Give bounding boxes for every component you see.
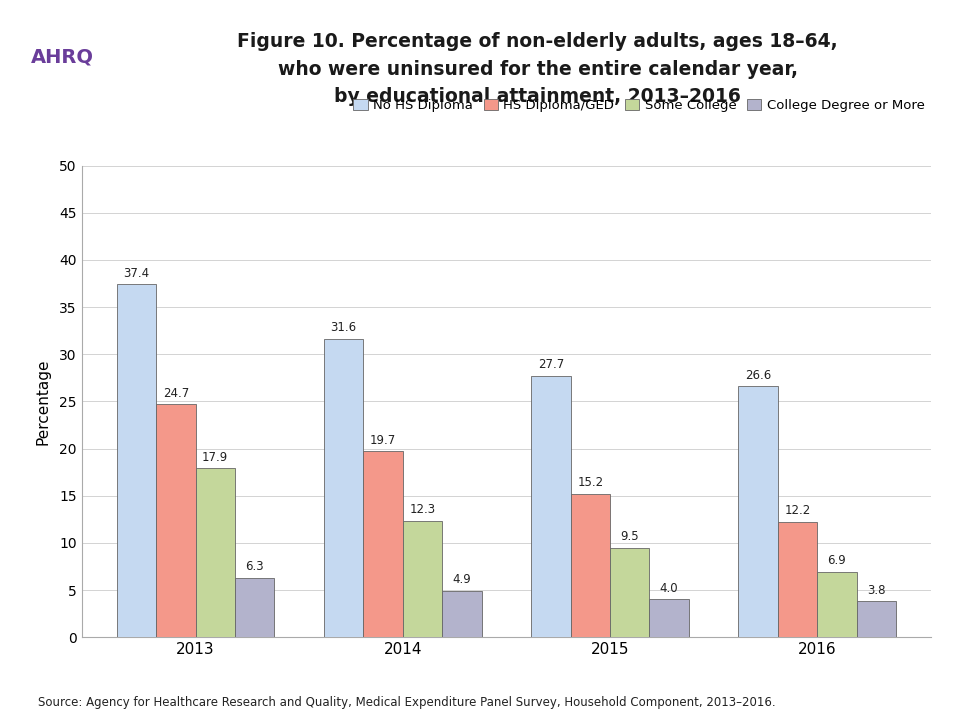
Bar	[324, 339, 364, 637]
Text: 6.9: 6.9	[828, 554, 847, 567]
Bar	[196, 469, 235, 637]
Text: 3.8: 3.8	[867, 584, 885, 597]
Text: Source: Agency for Healthcare Research and Quality, Medical Expenditure Panel Su: Source: Agency for Healthcare Research a…	[38, 696, 776, 709]
Text: 24.7: 24.7	[163, 387, 189, 400]
Bar	[156, 404, 196, 637]
Bar	[235, 577, 275, 637]
Text: 6.3: 6.3	[246, 560, 264, 573]
Text: 12.2: 12.2	[784, 505, 810, 518]
Bar	[117, 284, 156, 637]
Bar	[856, 601, 896, 637]
Text: 26.6: 26.6	[745, 369, 771, 382]
Bar	[817, 572, 856, 637]
Bar	[531, 376, 570, 637]
Bar	[778, 522, 817, 637]
Bar	[403, 521, 443, 637]
Text: 4.0: 4.0	[660, 582, 679, 595]
Y-axis label: Percentage: Percentage	[36, 358, 51, 445]
Bar	[364, 451, 403, 637]
Text: 12.3: 12.3	[409, 503, 436, 516]
Text: 27.7: 27.7	[538, 359, 564, 372]
Text: 15.2: 15.2	[577, 476, 604, 489]
Text: 9.5: 9.5	[620, 530, 639, 543]
Bar	[649, 600, 688, 637]
Legend: No HS Diploma, HS Diploma/GED, Some College, College Degree or More: No HS Diploma, HS Diploma/GED, Some Coll…	[353, 99, 924, 112]
Bar	[610, 548, 649, 637]
Text: AHRQ: AHRQ	[31, 48, 94, 67]
Text: 31.6: 31.6	[330, 321, 357, 334]
Text: 37.4: 37.4	[124, 266, 150, 280]
Text: Figure 10. Percentage of non-elderly adults, ages 18–64,
who were uninsured for : Figure 10. Percentage of non-elderly adu…	[237, 32, 838, 106]
Text: 17.9: 17.9	[203, 451, 228, 464]
Bar	[570, 494, 610, 637]
Bar	[443, 591, 482, 637]
Text: 19.7: 19.7	[370, 433, 396, 446]
Text: 4.9: 4.9	[452, 573, 471, 586]
Bar	[738, 387, 778, 637]
